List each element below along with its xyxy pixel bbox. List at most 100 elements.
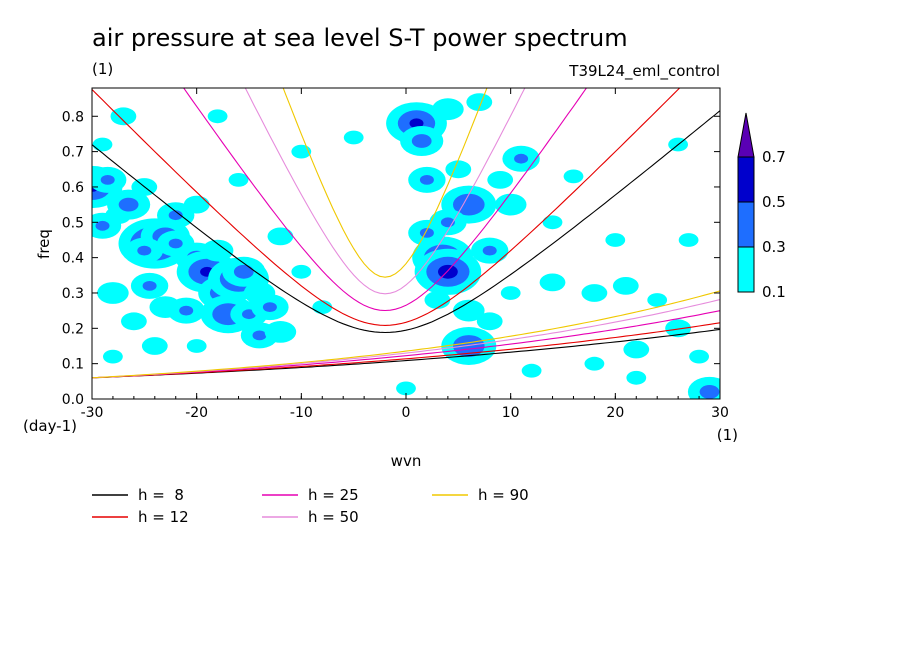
power-blob (466, 93, 493, 111)
power-blob (100, 175, 115, 185)
power-blob (179, 305, 194, 316)
power-blob (168, 210, 183, 221)
power-blob (432, 98, 464, 121)
legend: h = 8 h = 12 h = 25 h = 50 h = 90 (92, 486, 529, 526)
power-blob (228, 173, 249, 187)
power-blob (438, 264, 458, 279)
y-tick-label: 0.7 (62, 145, 84, 161)
power-blob (581, 284, 608, 302)
dispersion-curve (92, 322, 720, 379)
legend-label: h = 90 (478, 486, 529, 504)
power-blob (201, 239, 234, 262)
power-blob (137, 245, 152, 256)
x-tick-label: 20 (606, 405, 624, 421)
y-tick-label: 0.3 (62, 286, 84, 302)
power-blob (500, 286, 521, 300)
power-blob (186, 339, 207, 353)
y-tick-label: 0.8 (62, 109, 84, 125)
power-blob (453, 193, 485, 216)
power-blob (539, 273, 566, 292)
x-tick-label: 30 (711, 405, 729, 421)
power-blob (207, 109, 228, 124)
x-tick-label: 0 (402, 405, 411, 421)
power-blob (262, 302, 277, 312)
power-blob (699, 385, 720, 399)
colorbar-swatch (737, 246, 755, 293)
dispersion-curve (92, 110, 720, 334)
power-blob (487, 171, 514, 189)
power-blob (514, 153, 529, 164)
power-blob (647, 293, 668, 307)
power-blob (563, 169, 584, 184)
power-blob (411, 134, 432, 148)
x-axis-label: wvn (391, 452, 422, 470)
power-blob (118, 197, 139, 212)
colorbar-label: 0.1 (762, 283, 786, 301)
chart-unit-label: (1) (92, 60, 113, 78)
y-tick-label: 0.2 (62, 321, 84, 337)
power-blob (97, 282, 129, 304)
power-blob (267, 227, 294, 246)
power-blob (623, 340, 650, 359)
power-blob (120, 312, 147, 331)
power-blob (476, 312, 503, 331)
y-unit-label: (day-1) (23, 417, 77, 435)
y-tick-label: 0.6 (62, 180, 84, 196)
x-tick-label: 10 (502, 405, 520, 421)
power-blob (409, 118, 424, 129)
power-blob (678, 233, 699, 247)
power-blob (445, 160, 472, 179)
colorbar-label: 0.7 (762, 148, 786, 166)
dispersion-curve (183, 88, 588, 312)
power-blob (453, 335, 485, 357)
power-blob (168, 238, 183, 249)
power-blob (521, 363, 542, 378)
y-tick-label: 0.1 (62, 357, 84, 373)
dispersion-curve (282, 88, 488, 278)
colorbar: 0.7 0.5 0.3 0.1 (737, 112, 786, 301)
x-tick-label: -20 (185, 405, 208, 421)
power-blob (141, 337, 168, 355)
power-blob (453, 299, 485, 322)
power-blob (312, 300, 333, 314)
power-blob (584, 356, 605, 371)
dispersion-curve (244, 88, 526, 295)
dispersion-curve (92, 88, 681, 326)
chart-title: air pressure at sea level S-T power spec… (92, 24, 628, 52)
power-blob (291, 144, 312, 159)
power-blob (612, 277, 639, 295)
power-blob (233, 264, 254, 279)
colorbar-label: 0.5 (762, 193, 786, 211)
power-blob (183, 195, 210, 214)
legend-label: h = 12 (138, 508, 189, 526)
power-contours (92, 93, 720, 399)
dispersion-curves (92, 88, 720, 379)
legend-label: h = 50 (308, 508, 359, 526)
x-unit-label: (1) (717, 426, 738, 444)
power-blob (494, 193, 527, 216)
power-blob (264, 321, 297, 343)
colorbar-label: 0.3 (762, 238, 786, 256)
legend-label: h = 8 (138, 486, 184, 504)
x-tick-label: -30 (81, 405, 104, 421)
power-blob (103, 349, 123, 364)
power-blob (542, 215, 563, 230)
power-blob (396, 381, 416, 396)
y-axis-label: freq (35, 229, 53, 259)
x-axis-ticks: -30 -20 -10 0 10 20 30 (81, 88, 729, 421)
colorbar-top-arrow (737, 112, 755, 158)
run-label: T39L24_eml_control (568, 62, 720, 81)
power-blob (626, 370, 647, 385)
power-blob (291, 264, 312, 279)
power-blob (95, 220, 110, 231)
power-blob (110, 107, 137, 126)
x-tick-label: -10 (290, 405, 313, 421)
y-tick-label: 0.5 (62, 215, 84, 231)
dispersion-curve (92, 290, 720, 379)
power-blob (92, 137, 113, 152)
power-blob (142, 281, 157, 291)
power-blob (343, 130, 364, 145)
power-blob (605, 233, 626, 247)
power-blob (424, 291, 451, 309)
